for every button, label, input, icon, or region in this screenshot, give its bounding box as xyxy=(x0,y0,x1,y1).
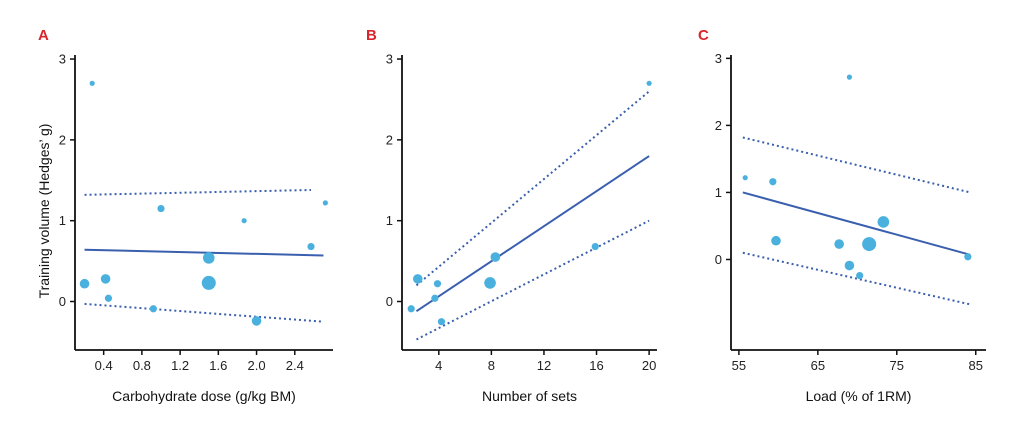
x-tick-label: 16 xyxy=(589,358,603,373)
y-axis-label: Training volume (Hedges’ g) xyxy=(36,124,52,299)
data-point xyxy=(407,305,415,313)
x-tick-label: 0.8 xyxy=(133,358,151,373)
y-tick-label: 1 xyxy=(59,213,66,228)
data-point xyxy=(856,271,864,280)
x-tick-label: 75 xyxy=(890,358,904,373)
data-point xyxy=(964,253,972,261)
data-point xyxy=(79,278,90,289)
data-point xyxy=(834,239,844,249)
panel-letter: A xyxy=(38,27,49,44)
y-tick-label: 2 xyxy=(386,132,393,147)
panel-a: A 0 1 2 3 0.4 0.8 1.2 1.6 2.0 2.4 Carbohydrate dose… xyxy=(38,27,333,404)
data-point xyxy=(437,318,446,326)
y-tick-label: 1 xyxy=(386,213,393,228)
data-point xyxy=(433,280,442,288)
y-tick-label: 3 xyxy=(715,51,722,66)
ci-upper-line xyxy=(415,90,650,287)
data-point xyxy=(104,294,113,302)
panel-c: C 0 1 2 3 55 65 75 85 Load (% of 1RM) xyxy=(698,27,986,404)
y-tick-label: 0 xyxy=(59,294,66,309)
data-point xyxy=(591,242,599,251)
x-tick-label: 1.6 xyxy=(209,358,227,373)
y-tick-label: 0 xyxy=(386,294,393,309)
data-point xyxy=(307,242,315,251)
data-point xyxy=(149,305,157,313)
x-axis-label: Number of sets xyxy=(482,388,577,404)
x-axis-label: Load (% of 1RM) xyxy=(806,388,912,404)
panel-letter: C xyxy=(698,27,709,44)
regression-line xyxy=(742,191,971,256)
data-point xyxy=(431,294,439,302)
data-point xyxy=(490,252,501,262)
data-point xyxy=(322,200,328,206)
x-axis-label: Carbohydrate dose (g/kg BM) xyxy=(112,388,296,404)
data-point xyxy=(484,277,496,289)
data-point xyxy=(844,260,855,271)
data-point xyxy=(742,175,748,181)
regression-line xyxy=(415,155,650,313)
ci-lower-line xyxy=(742,251,971,306)
y-tick-label: 3 xyxy=(59,52,66,67)
ci-upper-line xyxy=(84,188,312,196)
data-point xyxy=(100,274,111,284)
ci-lower-line xyxy=(416,219,650,341)
data-point xyxy=(862,237,877,252)
x-tick-label: 85 xyxy=(969,358,983,373)
x-tick-label: 12 xyxy=(537,358,551,373)
x-tick-label: 0.4 xyxy=(95,358,113,373)
y-tick-label: 2 xyxy=(715,118,722,133)
y-tick-label: 2 xyxy=(59,132,66,147)
data-point xyxy=(771,235,781,246)
y-tick-label: 3 xyxy=(386,52,393,67)
x-tick-label: 4 xyxy=(435,358,442,373)
data-point xyxy=(877,216,890,228)
data-point xyxy=(89,80,95,86)
ci-upper-line xyxy=(742,136,971,194)
ci-lower-line xyxy=(84,302,324,323)
x-tick-label: 20 xyxy=(642,358,656,373)
data-point xyxy=(769,178,777,186)
y-tick-label: 1 xyxy=(715,185,722,200)
x-tick-label: 8 xyxy=(488,358,495,373)
x-tick-label: 2.4 xyxy=(286,358,304,373)
panel-letter: B xyxy=(366,27,377,44)
data-point xyxy=(241,218,247,224)
data-point xyxy=(251,316,262,326)
regression-line xyxy=(84,248,324,257)
data-point xyxy=(412,274,423,284)
data-point xyxy=(202,252,215,264)
data-point xyxy=(846,74,853,80)
data-point xyxy=(201,275,216,290)
x-tick-label: 2.0 xyxy=(248,358,266,373)
data-point xyxy=(646,80,652,86)
x-tick-label: 1.2 xyxy=(171,358,189,373)
x-tick-label: 55 xyxy=(732,358,746,373)
y-tick-label: 0 xyxy=(715,252,722,267)
data-point xyxy=(157,204,165,213)
x-tick-label: 65 xyxy=(811,358,825,373)
